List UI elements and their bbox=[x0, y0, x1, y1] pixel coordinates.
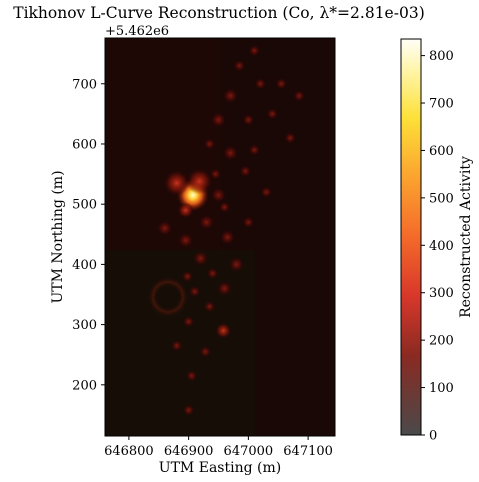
colorbar-frame bbox=[400, 38, 422, 436]
hotspot-layer bbox=[156, 44, 306, 417]
colorbar-label: Reconstructed Activity bbox=[458, 156, 474, 318]
hotspot bbox=[186, 168, 213, 195]
y-offset-label: +5.462e6 bbox=[105, 24, 169, 39]
hotspot bbox=[188, 285, 201, 298]
x-axis: 646800 646900 647000 647100 bbox=[104, 436, 333, 459]
hotspot bbox=[222, 145, 239, 162]
hotspot bbox=[206, 267, 219, 280]
hotspot bbox=[210, 187, 227, 204]
hotspot bbox=[203, 137, 216, 150]
colorbar-axis: 0 100 200 300 400 500 600 700 800 bbox=[421, 49, 454, 444]
colorbar bbox=[401, 39, 421, 435]
y-axis: 200 300 400 500 600 700 bbox=[72, 77, 105, 393]
hotspot bbox=[239, 165, 252, 178]
colorbar-tick-label: 700 bbox=[429, 97, 454, 112]
hotspot bbox=[182, 315, 195, 328]
x-tick-label: 646800 bbox=[104, 444, 154, 459]
hotspot bbox=[203, 300, 216, 313]
x-tick-label: 647100 bbox=[283, 444, 333, 459]
hotspot bbox=[215, 322, 232, 339]
colorbar-tick-label: 100 bbox=[429, 381, 454, 396]
hotspot bbox=[209, 168, 222, 181]
colorbar-tick-label: 600 bbox=[429, 144, 454, 159]
x-tick-label: 647000 bbox=[224, 444, 274, 459]
hotspot bbox=[266, 107, 279, 120]
hotspot bbox=[260, 186, 273, 199]
y-tick-label: 400 bbox=[72, 258, 97, 273]
hotspot bbox=[219, 229, 236, 246]
y-tick-label: 200 bbox=[72, 378, 97, 393]
y-tick-label: 500 bbox=[72, 198, 97, 213]
hotspot bbox=[242, 216, 255, 229]
y-axis-label: UTM Northing (m) bbox=[50, 170, 66, 303]
hotspot bbox=[198, 214, 215, 231]
hotspot bbox=[275, 77, 288, 90]
colorbar-tick-label: 200 bbox=[429, 334, 454, 349]
hotspot bbox=[222, 87, 239, 104]
colorbar-tick-label: 800 bbox=[429, 49, 454, 64]
hotspot bbox=[228, 256, 245, 273]
hotspot bbox=[199, 345, 212, 358]
hotspot bbox=[218, 201, 231, 214]
hotspot bbox=[181, 270, 194, 283]
hotspot bbox=[156, 220, 173, 237]
hotspot bbox=[185, 369, 198, 382]
hotspot bbox=[248, 143, 261, 156]
x-axis-label: UTM Easting (m) bbox=[159, 460, 281, 476]
hotspot bbox=[210, 111, 227, 128]
colorbar-tick-label: 0 bbox=[429, 429, 437, 444]
hotspot bbox=[293, 89, 306, 102]
colorbar-tick-label: 400 bbox=[429, 239, 454, 254]
colorbar-tick-label: 500 bbox=[429, 191, 454, 206]
faint-ring-feature bbox=[148, 277, 188, 317]
hotspot bbox=[242, 113, 255, 126]
plot-frame bbox=[104, 37, 336, 437]
hotspot bbox=[233, 59, 246, 72]
x-tick-label: 646900 bbox=[164, 444, 214, 459]
hotspot bbox=[177, 232, 194, 249]
hotspot bbox=[254, 77, 267, 90]
colorbar-tick-label: 300 bbox=[429, 286, 454, 301]
hotspot bbox=[216, 280, 233, 297]
hotspot bbox=[177, 202, 194, 219]
hotspot bbox=[192, 250, 209, 267]
y-tick-label: 600 bbox=[72, 137, 97, 152]
y-tick-label: 700 bbox=[72, 77, 97, 92]
chart-title: Tikhonov L-Curve Reconstruction (Co, λ*=… bbox=[13, 4, 425, 22]
hotspot bbox=[182, 404, 195, 417]
y-tick-label: 300 bbox=[72, 318, 97, 333]
hotspot bbox=[170, 339, 183, 352]
hotspot bbox=[284, 131, 297, 144]
hotspot bbox=[163, 170, 190, 197]
hotspot bbox=[248, 44, 261, 57]
